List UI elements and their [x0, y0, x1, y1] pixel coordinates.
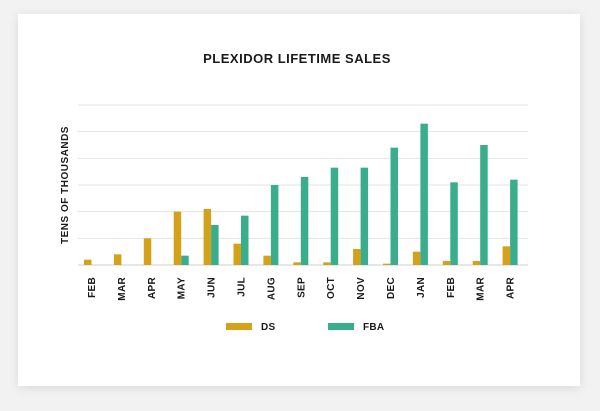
x-tick-label: AUG — [266, 277, 277, 300]
x-tick-label: OCT — [326, 277, 337, 299]
bar-fba-6 — [270, 185, 279, 265]
chart-title: PLEXIDOR LIFETIME SALES — [203, 51, 391, 66]
bar-ds-6 — [263, 255, 271, 265]
bar-ds-9 — [353, 249, 361, 265]
bar-ds-10 — [383, 263, 391, 265]
bar-ds-13 — [472, 261, 481, 265]
x-tick-label: SEP — [296, 277, 307, 298]
bar-fba-7 — [300, 177, 309, 265]
legend-label-ds: DS — [261, 322, 276, 333]
bar-ds-11 — [412, 251, 421, 265]
x-tick-label: JUL — [237, 277, 248, 297]
x-tick-label: JAN — [416, 277, 427, 298]
x-tick-label: FEB — [446, 277, 457, 298]
x-tick-labels: FEB MAR APR MAY JUN JUL AUG SEP OCT NOV DEC JAN FEB M… — [87, 277, 517, 301]
bar-ds-14 — [502, 246, 511, 265]
bar-fba-3 — [181, 255, 189, 265]
bar-ds-1 — [113, 254, 122, 265]
bar-ds-0 — [84, 259, 92, 265]
x-tick-label: MAR — [117, 277, 128, 301]
x-tick-label: APR — [147, 277, 158, 299]
bar-ds-2 — [143, 238, 152, 265]
x-tick-label: JUN — [207, 277, 218, 298]
x-tick-label: FEB — [87, 277, 98, 298]
bars — [84, 123, 518, 265]
bar-fba-8 — [330, 167, 339, 265]
bar-fba-10 — [390, 147, 398, 265]
x-tick-label: NOV — [356, 277, 367, 300]
bar-ds-12 — [442, 261, 451, 265]
legend-swatch-ds — [226, 323, 252, 330]
bar-ds-7 — [293, 262, 301, 265]
bar-fba-4 — [211, 225, 219, 265]
bar-fba-13 — [480, 145, 488, 265]
bar-ds-3 — [173, 211, 182, 265]
bar-ds-8 — [323, 262, 331, 265]
y-axis-label: TENS OF THOUSANDS — [60, 126, 71, 244]
legend-label-fba: FBA — [363, 322, 384, 333]
bar-fba-12 — [450, 182, 458, 265]
x-tick-label: MAR — [476, 277, 487, 301]
legend-swatch-fba — [328, 323, 354, 330]
x-tick-label: DEC — [386, 277, 397, 299]
bar-fba-11 — [420, 123, 428, 265]
bar-fba-14 — [510, 179, 518, 265]
x-tick-label: APR — [506, 277, 517, 299]
bar-fba-9 — [360, 167, 369, 265]
bar-ds-5 — [233, 243, 241, 265]
bar-ds-4 — [203, 209, 212, 265]
bar-fba-5 — [241, 215, 249, 265]
legend: DS FBA — [226, 322, 384, 333]
x-tick-label: MAY — [177, 277, 188, 299]
